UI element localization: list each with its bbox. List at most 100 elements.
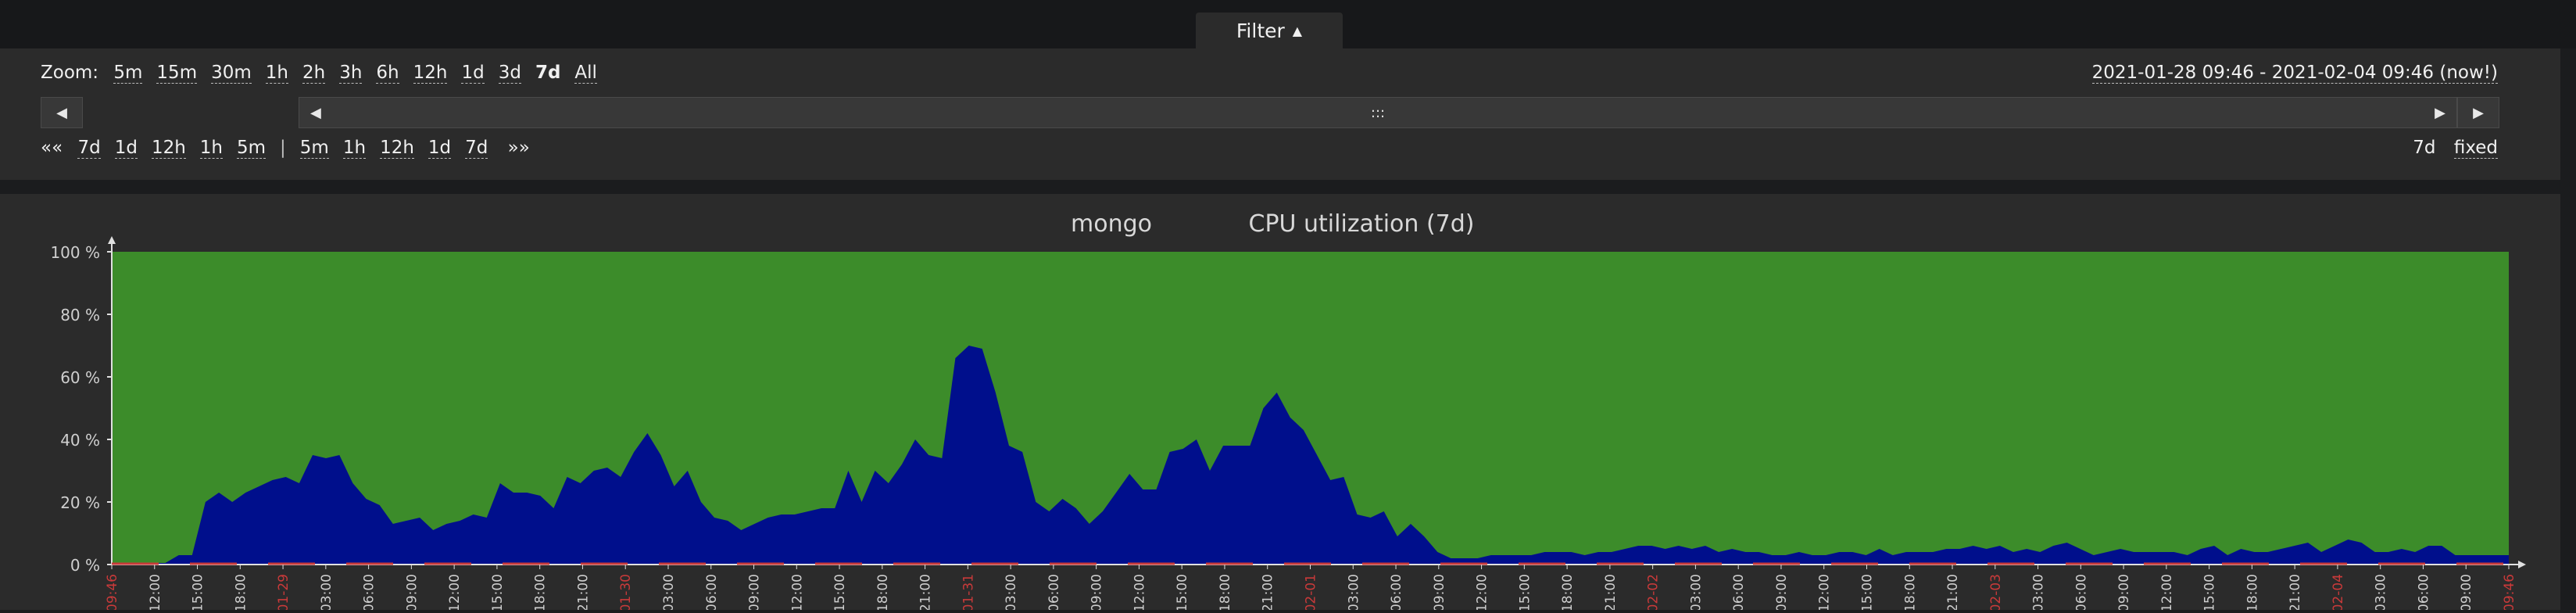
zoom-row: Zoom: 5m 15m 30m 1h 2h 3h 6h 12h 1d 3d 7d All xyxy=(41,63,611,84)
y-tick-label: 20 % xyxy=(60,493,100,512)
graph-host-title: mongo xyxy=(1071,210,1152,238)
zoom-option-all[interactable]: All xyxy=(574,63,597,84)
x-tick-label: 21:00 xyxy=(575,574,591,610)
x-tick-label: 03:00 xyxy=(1004,574,1019,610)
y-tick-label: 100 % xyxy=(50,243,100,262)
x-tick-label: 18:00 xyxy=(2245,574,2260,610)
x-tick-label: 09:46 xyxy=(2502,574,2517,610)
x-tick-label: 02-03 xyxy=(1988,574,2004,610)
zoom-option-1d[interactable]: 1d xyxy=(461,63,485,84)
y-tick-label: 60 % xyxy=(60,368,100,387)
x-tick-label: 03:00 xyxy=(1688,574,1704,610)
scrollbar-left-arrow-icon[interactable]: ◀ xyxy=(310,104,321,121)
x-tick-label: 18:00 xyxy=(1902,574,1918,610)
zoom-option-15m[interactable]: 15m xyxy=(156,63,198,84)
x-tick-label: 15:00 xyxy=(832,574,848,610)
x-tick-label: 12:00 xyxy=(148,574,163,610)
x-tick-label: 21:00 xyxy=(2288,574,2303,610)
x-tick-label: 12:00 xyxy=(1132,574,1147,610)
forward-step-1h[interactable]: 1h xyxy=(342,138,367,159)
x-tick-label: 12:00 xyxy=(447,574,463,610)
period-back-button[interactable]: ◀ xyxy=(41,97,83,128)
graph-panel: mongo CPU utilization (7d) 100 % 80 % 60 % 40… xyxy=(0,194,2560,612)
zoom-option-1h[interactable]: 1h xyxy=(265,63,288,84)
arrow-right-icon: ▶ xyxy=(2473,104,2484,121)
x-tick-label: 15:00 xyxy=(1859,574,1875,610)
x-tick-label: 06:00 xyxy=(2073,574,2089,610)
time-scrollbar[interactable]: ◀ ::: ▶ xyxy=(299,97,2457,128)
zoom-option-2h[interactable]: 2h xyxy=(302,63,326,84)
x-tick-label: 06:00 xyxy=(1731,574,1747,610)
x-tick-label: 02-02 xyxy=(1646,574,1662,610)
zoom-option-3d[interactable]: 3d xyxy=(498,63,521,84)
time-filter-panel: Zoom: 5m 15m 30m 1h 2h 3h 6h 12h 1d 3d 7d All 2021-… xyxy=(0,48,2560,180)
x-tick-label: 03:00 xyxy=(2031,574,2047,610)
y-tick-label: 40 % xyxy=(60,431,100,450)
y-axis-arrow-icon xyxy=(108,236,116,244)
x-tick-label: 09:00 xyxy=(2459,574,2474,610)
x-tick-label: 18:00 xyxy=(1218,574,1233,610)
x-tick-label: 06:00 xyxy=(1046,574,1062,610)
x-tick-label: 03:00 xyxy=(661,574,677,610)
zoom-option-12h[interactable]: 12h xyxy=(413,63,448,84)
zoom-option-6h[interactable]: 6h xyxy=(376,63,399,84)
drag-handle-icon[interactable]: ::: xyxy=(1370,104,1386,121)
x-tick-label: 12:00 xyxy=(2159,574,2175,610)
scrollbar-right-arrow-icon[interactable]: ▶ xyxy=(2435,104,2445,121)
zoom-option-30m[interactable]: 30m xyxy=(211,63,252,84)
period-size: 7d xyxy=(2413,138,2436,158)
back-step-1d[interactable]: 1d xyxy=(114,138,138,159)
x-tick-label: 01-30 xyxy=(618,574,634,610)
x-tick-label: 09:46 xyxy=(105,574,120,610)
zoom-option-7d[interactable]: 7d xyxy=(535,63,561,83)
forward-label: »» xyxy=(502,138,530,158)
cpu-utilization-chart: mongo CPU utilization (7d) 100 % 80 % 60 % 40… xyxy=(50,210,2526,612)
zoom-label: Zoom: xyxy=(41,63,99,83)
x-tick-label: 06:00 xyxy=(362,574,377,610)
x-tick-label: 09:00 xyxy=(1774,574,1790,610)
fixed-toggle-link[interactable]: fixed xyxy=(2453,138,2498,159)
x-tick-label: 12:00 xyxy=(1817,574,1833,610)
cpu-used-area xyxy=(112,346,2509,565)
zoom-option-5m[interactable]: 5m xyxy=(113,63,143,84)
back-step-5m[interactable]: 5m xyxy=(237,138,267,159)
x-tick-label: 06:00 xyxy=(1389,574,1404,610)
forward-step-1d[interactable]: 1d xyxy=(428,138,452,159)
x-tick-label: 03:00 xyxy=(319,574,335,610)
x-tick-label: 15:00 xyxy=(490,574,506,610)
back-step-12h[interactable]: 12h xyxy=(151,138,186,159)
zoom-option-3h[interactable]: 3h xyxy=(339,63,363,84)
navigation-separator: | xyxy=(280,138,286,158)
x-tick-label: 09:00 xyxy=(747,574,763,610)
period-range-row: 2021-01-28 09:46 - 2021-02-04 09:46 (now… xyxy=(2091,63,2498,84)
x-tick-label: 15:00 xyxy=(1175,574,1190,610)
x-tick-label: 01-29 xyxy=(276,574,292,610)
period-range-link[interactable]: 2021-01-28 09:46 - 2021-02-04 09:46 (now… xyxy=(2091,63,2498,84)
x-tick-label: 09:00 xyxy=(404,574,420,610)
filter-tab[interactable]: Filter ▲ xyxy=(1196,13,1343,48)
x-tick-label: 18:00 xyxy=(233,574,249,610)
forward-step-5m[interactable]: 5m xyxy=(299,138,329,159)
x-tick-label: 03:00 xyxy=(1346,574,1361,610)
period-size-row: 7d fixed xyxy=(2413,138,2498,159)
x-tick-label: 21:00 xyxy=(1261,574,1276,610)
x-tick-label: 21:00 xyxy=(1945,574,1961,610)
filter-label: Filter xyxy=(1236,19,1285,42)
x-tick-label: 09:00 xyxy=(1432,574,1447,610)
graph-item-title: CPU utilization (7d) xyxy=(1249,210,1475,238)
x-tick-label: 06:00 xyxy=(704,574,720,610)
period-forward-button[interactable]: ▶ xyxy=(2457,97,2499,128)
y-tick-label: 80 % xyxy=(60,306,100,324)
x-tick-label: 18:00 xyxy=(533,574,549,610)
back-step-1h[interactable]: 1h xyxy=(199,138,223,159)
x-tick-label: 06:00 xyxy=(2416,574,2431,610)
forward-step-7d[interactable]: 7d xyxy=(465,138,488,159)
x-tick-label: 01-31 xyxy=(961,574,976,610)
forward-step-12h[interactable]: 12h xyxy=(380,138,414,159)
back-label: «« xyxy=(41,138,69,158)
period-navigation-row: «« 7d 1d 12h 1h 5m | 5m 1h 12h 1d 7d »» xyxy=(41,138,530,159)
x-tick-label: 03:00 xyxy=(2374,574,2389,610)
x-tick-label: 02-01 xyxy=(1304,574,1319,610)
back-step-7d[interactable]: 7d xyxy=(77,138,101,159)
y-tick-label: 0 % xyxy=(70,556,100,575)
